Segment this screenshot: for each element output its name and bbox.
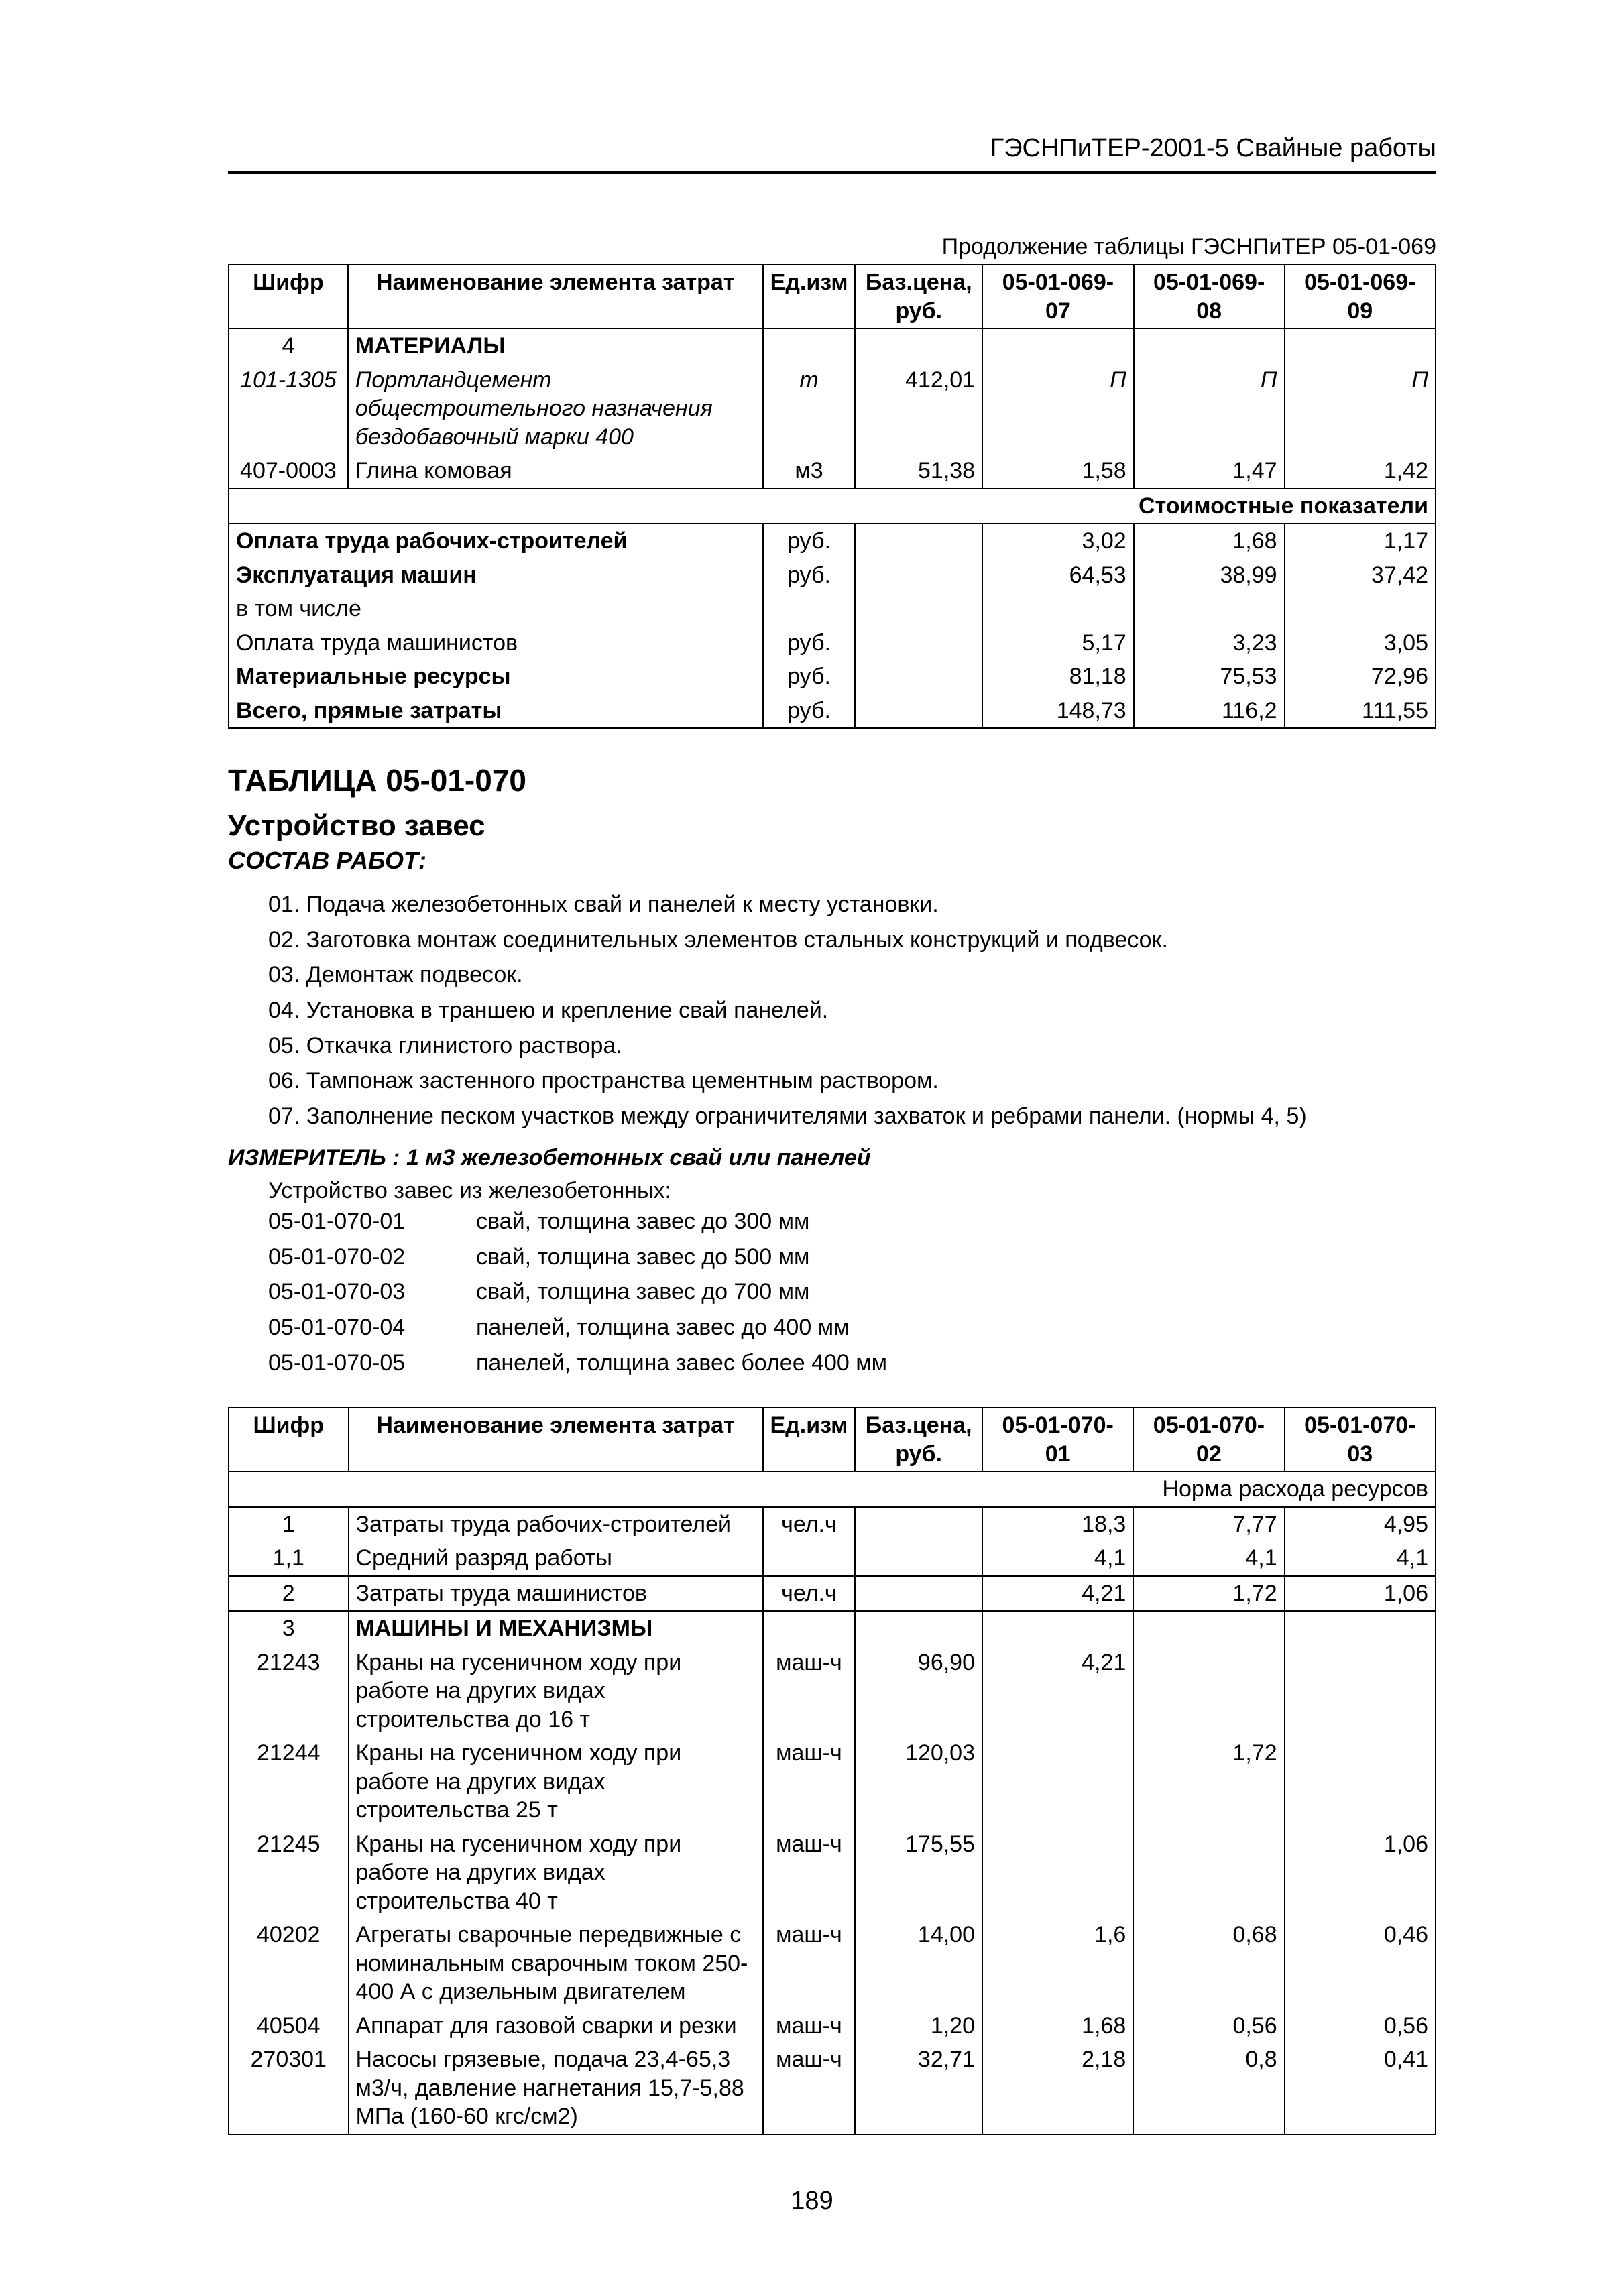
table-row: 40504 Аппарат для газовой сварки и резки…	[229, 2009, 1436, 2043]
table-row: Всего, прямые затраты руб. 148,73 116,2 …	[229, 694, 1436, 729]
table-row: 2 Затраты труда машинистов чел.ч 4,21 1,…	[229, 1576, 1436, 1612]
code-key: 05-01-070-02	[268, 1240, 443, 1275]
code-key: 05-01-070-01	[268, 1204, 443, 1240]
table-070: ШифрНаименование элемента затратЕд.измБа…	[228, 1407, 1436, 2135]
list-item: 04. Установка в траншею и крепление свай…	[268, 993, 1436, 1028]
table-069: ШифрНаименование элемента затратЕд.измБа…	[228, 264, 1436, 729]
norm-label: Норма расхода ресурсов	[229, 1471, 1436, 1507]
section-subtitle: Устройство завес	[228, 809, 1436, 843]
col-header: Шифр	[229, 265, 348, 328]
col-header: 05-01-070-03	[1285, 1408, 1436, 1471]
table-row: 21243 Краны на гусеничном ходу при работ…	[229, 1646, 1436, 1737]
col-header: 05-01-069-09	[1285, 265, 1436, 328]
code-row: 05-01-070-01 свай, толщина завес до 300 …	[268, 1204, 1436, 1240]
col-header: Баз.цена, руб.	[855, 1408, 982, 1471]
table-row: Оплата труда рабочих-строителей руб. 3,0…	[229, 524, 1436, 558]
col-header: Ед.изм	[763, 1408, 856, 1471]
table-row: Эксплуатация машин руб. 64,53 38,99 37,4…	[229, 558, 1436, 593]
table-row: 1,1 Средний разряд работы 4,1 4,1 4,1	[229, 1541, 1436, 1576]
col-header: Ед.изм	[763, 265, 856, 328]
code-key: 05-01-070-04	[268, 1310, 443, 1345]
list-item: 03. Демонтаж подвесок.	[268, 957, 1436, 993]
code-text: свай, толщина завес до 500 мм	[476, 1240, 809, 1275]
col-header: 05-01-069-08	[1134, 265, 1285, 328]
table-row: 407-0003 Глина комовая м3 51,38 1,58 1,4…	[229, 454, 1436, 489]
code-text: свай, толщина завес до 700 мм	[476, 1274, 809, 1310]
col-header: Наименование элемента затрат	[349, 1408, 763, 1471]
code-text: панелей, толщина завес до 400 мм	[476, 1310, 849, 1345]
section-title: ТАБЛИЦА 05-01-070	[228, 762, 1436, 798]
table-row: 4 МАТЕРИАЛЫ	[229, 328, 1436, 363]
list-item: 02. Заготовка монтаж соединительных элем…	[268, 922, 1436, 958]
table-caption-1: Продолжение таблицы ГЭСНПиТЕР 05-01-069	[228, 234, 1436, 260]
col-header: 05-01-070-02	[1133, 1408, 1284, 1471]
table-row: 21244 Краны на гусеничном ходу при работ…	[229, 1736, 1436, 1827]
page-number: 189	[0, 2187, 1624, 2216]
col-header: Баз.цена, руб.	[855, 265, 982, 328]
code-text: свай, толщина завес до 300 мм	[476, 1204, 809, 1240]
col-header: Шифр	[229, 1408, 349, 1471]
list-item: 01. Подача железобетонных свай и панелей…	[268, 887, 1436, 922]
code-row: 05-01-070-04 панелей, толщина завес до 4…	[268, 1310, 1436, 1345]
table-row: в том числе	[229, 592, 1436, 626]
code-row: 05-01-070-05 панелей, толщина завес боле…	[268, 1345, 1436, 1381]
col-header: Наименование элемента затрат	[348, 265, 763, 328]
list-item: 05. Откачка глинистого раствора.	[268, 1028, 1436, 1064]
table-row: 40202 Агрегаты сварочные передвижные с н…	[229, 1918, 1436, 2009]
code-text: панелей, толщина завес более 400 мм	[476, 1345, 887, 1381]
table-row: 3 МАШИНЫ И МЕХАНИЗМЫ	[229, 1611, 1436, 1646]
code-row: 05-01-070-02 свай, толщина завес до 500 …	[268, 1240, 1436, 1275]
table-row: 101-1305 Портландцемент общестроительног…	[229, 363, 1436, 455]
list-item: 07. Заполнение песком участков между огр…	[268, 1099, 1436, 1134]
code-key: 05-01-070-05	[268, 1345, 443, 1381]
doc-header: ГЭСНПиТЕР-2001-5 Свайные работы	[228, 134, 1436, 163]
works-list: 01. Подача железобетонных свай и панелей…	[268, 887, 1436, 1134]
code-key: 05-01-070-03	[268, 1274, 443, 1310]
works-heading: СОСТАВ РАБОТ:	[228, 847, 1436, 875]
measurer: ИЗМЕРИТЕЛЬ : 1 м3 железобетонных свай ил…	[228, 1145, 1436, 1171]
col-header: 05-01-070-01	[982, 1408, 1133, 1471]
table-row: 1 Затраты труда рабочих-строителей чел.ч…	[229, 1507, 1436, 1542]
code-row: 05-01-070-03 свай, толщина завес до 700 …	[268, 1274, 1436, 1310]
cost-indicators-label: Стоимостные показатели	[229, 489, 1436, 524]
codes-heading: Устройство завес из железобетонных:	[268, 1178, 1436, 1204]
codes-block: Устройство завес из железобетонных: 05-0…	[268, 1178, 1436, 1380]
table-row: 270301 Насосы грязевые, подача 23,4-65,3…	[229, 2043, 1436, 2134]
table-row: 21245 Краны на гусеничном ходу при работ…	[229, 1827, 1436, 1919]
table-row: Оплата труда машинистов руб. 5,17 3,23 3…	[229, 626, 1436, 660]
header-rule	[228, 171, 1436, 174]
list-item: 06. Тампонаж застенного пространства цем…	[268, 1063, 1436, 1099]
col-header: 05-01-069-07	[982, 265, 1134, 328]
table-row: Материальные ресурсы руб. 81,18 75,53 72…	[229, 660, 1436, 694]
